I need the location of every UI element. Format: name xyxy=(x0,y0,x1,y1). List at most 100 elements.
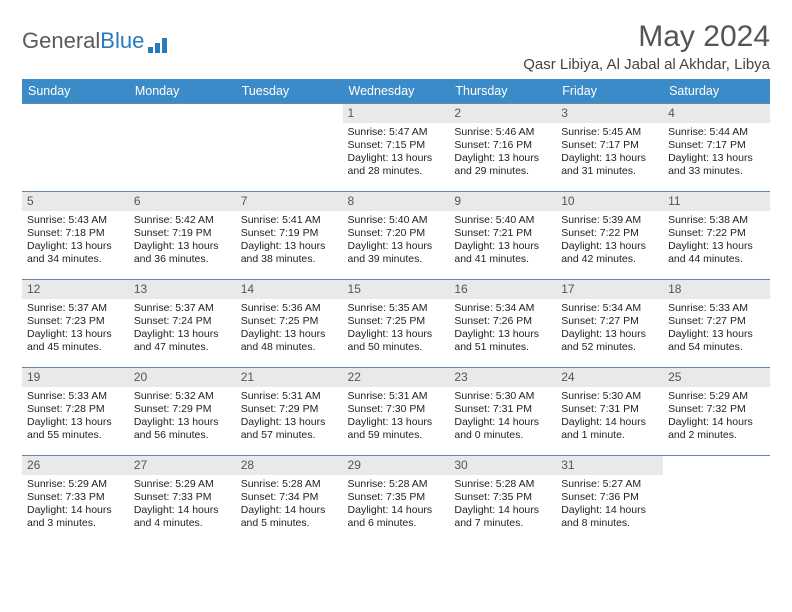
weekday-header: Tuesday xyxy=(236,79,343,104)
sunrise-line: Sunrise: 5:32 AM xyxy=(134,390,231,403)
weekday-header: Thursday xyxy=(449,79,556,104)
calendar-header: SundayMondayTuesdayWednesdayThursdayFrid… xyxy=(22,79,770,104)
day-number: 14 xyxy=(236,280,343,299)
calendar-day-empty: . xyxy=(22,104,129,192)
day-number: 6 xyxy=(129,192,236,211)
sunrise-line: Sunrise: 5:40 AM xyxy=(348,214,445,227)
weekday-header: Saturday xyxy=(663,79,770,104)
day-number: 27 xyxy=(129,456,236,475)
calendar-day: 1Sunrise: 5:47 AMSunset: 7:15 PMDaylight… xyxy=(343,104,450,192)
sunset-line: Sunset: 7:33 PM xyxy=(27,491,124,504)
calendar-table: SundayMondayTuesdayWednesdayThursdayFrid… xyxy=(22,79,770,544)
day-details: Sunrise: 5:29 AMSunset: 7:33 PMDaylight:… xyxy=(22,475,129,535)
sunset-line: Sunset: 7:33 PM xyxy=(134,491,231,504)
day-number: 18 xyxy=(663,280,770,299)
header-row: GeneralBlue May 2024 xyxy=(22,20,770,54)
calendar-day: 14Sunrise: 5:36 AMSunset: 7:25 PMDayligh… xyxy=(236,280,343,368)
day-details: Sunrise: 5:39 AMSunset: 7:22 PMDaylight:… xyxy=(556,211,663,271)
logo: GeneralBlue xyxy=(22,20,170,54)
day-number: 4 xyxy=(663,104,770,123)
daylight-line: Daylight: 13 hours and 51 minutes. xyxy=(454,328,551,354)
sunset-line: Sunset: 7:25 PM xyxy=(348,315,445,328)
day-details: Sunrise: 5:42 AMSunset: 7:19 PMDaylight:… xyxy=(129,211,236,271)
logo-text-2: Blue xyxy=(100,28,144,54)
daylight-line: Daylight: 13 hours and 48 minutes. xyxy=(241,328,338,354)
day-details: Sunrise: 5:47 AMSunset: 7:15 PMDaylight:… xyxy=(343,123,450,183)
sunrise-line: Sunrise: 5:29 AM xyxy=(668,390,765,403)
sunset-line: Sunset: 7:23 PM xyxy=(27,315,124,328)
day-number: 3 xyxy=(556,104,663,123)
logo-bars-icon xyxy=(148,33,170,49)
sunrise-line: Sunrise: 5:38 AM xyxy=(668,214,765,227)
day-details: Sunrise: 5:40 AMSunset: 7:20 PMDaylight:… xyxy=(343,211,450,271)
sunrise-line: Sunrise: 5:28 AM xyxy=(454,478,551,491)
day-details: Sunrise: 5:32 AMSunset: 7:29 PMDaylight:… xyxy=(129,387,236,447)
daylight-line: Daylight: 13 hours and 39 minutes. xyxy=(348,240,445,266)
calendar-day: 13Sunrise: 5:37 AMSunset: 7:24 PMDayligh… xyxy=(129,280,236,368)
day-details: Sunrise: 5:33 AMSunset: 7:27 PMDaylight:… xyxy=(663,299,770,359)
calendar-day: 18Sunrise: 5:33 AMSunset: 7:27 PMDayligh… xyxy=(663,280,770,368)
day-number: 11 xyxy=(663,192,770,211)
sunrise-line: Sunrise: 5:46 AM xyxy=(454,126,551,139)
daylight-line: Daylight: 13 hours and 45 minutes. xyxy=(27,328,124,354)
day-number: 17 xyxy=(556,280,663,299)
sunset-line: Sunset: 7:28 PM xyxy=(27,403,124,416)
calendar-day: 10Sunrise: 5:39 AMSunset: 7:22 PMDayligh… xyxy=(556,192,663,280)
calendar-row: 12Sunrise: 5:37 AMSunset: 7:23 PMDayligh… xyxy=(22,280,770,368)
sunrise-line: Sunrise: 5:28 AM xyxy=(241,478,338,491)
calendar-row: 5Sunrise: 5:43 AMSunset: 7:18 PMDaylight… xyxy=(22,192,770,280)
daylight-line: Daylight: 13 hours and 34 minutes. xyxy=(27,240,124,266)
sunset-line: Sunset: 7:19 PM xyxy=(134,227,231,240)
sunset-line: Sunset: 7:36 PM xyxy=(561,491,658,504)
sunrise-line: Sunrise: 5:47 AM xyxy=(348,126,445,139)
day-details: Sunrise: 5:28 AMSunset: 7:35 PMDaylight:… xyxy=(449,475,556,535)
day-details: Sunrise: 5:44 AMSunset: 7:17 PMDaylight:… xyxy=(663,123,770,183)
calendar-day: 21Sunrise: 5:31 AMSunset: 7:29 PMDayligh… xyxy=(236,368,343,456)
day-details: Sunrise: 5:34 AMSunset: 7:27 PMDaylight:… xyxy=(556,299,663,359)
calendar-day: 29Sunrise: 5:28 AMSunset: 7:35 PMDayligh… xyxy=(343,456,450,544)
sunrise-line: Sunrise: 5:29 AM xyxy=(27,478,124,491)
daylight-line: Daylight: 14 hours and 6 minutes. xyxy=(348,504,445,530)
day-details: Sunrise: 5:28 AMSunset: 7:34 PMDaylight:… xyxy=(236,475,343,535)
day-details: Sunrise: 5:34 AMSunset: 7:26 PMDaylight:… xyxy=(449,299,556,359)
sunset-line: Sunset: 7:25 PM xyxy=(241,315,338,328)
calendar-day: 16Sunrise: 5:34 AMSunset: 7:26 PMDayligh… xyxy=(449,280,556,368)
day-number: 30 xyxy=(449,456,556,475)
day-details: Sunrise: 5:46 AMSunset: 7:16 PMDaylight:… xyxy=(449,123,556,183)
sunset-line: Sunset: 7:34 PM xyxy=(241,491,338,504)
daylight-line: Daylight: 13 hours and 36 minutes. xyxy=(134,240,231,266)
sunrise-line: Sunrise: 5:37 AM xyxy=(134,302,231,315)
calendar-day: 23Sunrise: 5:30 AMSunset: 7:31 PMDayligh… xyxy=(449,368,556,456)
daylight-line: Daylight: 14 hours and 0 minutes. xyxy=(454,416,551,442)
day-number: 22 xyxy=(343,368,450,387)
daylight-line: Daylight: 13 hours and 41 minutes. xyxy=(454,240,551,266)
daylight-line: Daylight: 13 hours and 38 minutes. xyxy=(241,240,338,266)
day-number: 29 xyxy=(343,456,450,475)
sunrise-line: Sunrise: 5:30 AM xyxy=(454,390,551,403)
sunset-line: Sunset: 7:29 PM xyxy=(134,403,231,416)
sunset-line: Sunset: 7:35 PM xyxy=(348,491,445,504)
day-details: Sunrise: 5:29 AMSunset: 7:32 PMDaylight:… xyxy=(663,387,770,447)
sunset-line: Sunset: 7:19 PM xyxy=(241,227,338,240)
daylight-line: Daylight: 13 hours and 50 minutes. xyxy=(348,328,445,354)
calendar-day: 20Sunrise: 5:32 AMSunset: 7:29 PMDayligh… xyxy=(129,368,236,456)
sunset-line: Sunset: 7:17 PM xyxy=(561,139,658,152)
sunset-line: Sunset: 7:30 PM xyxy=(348,403,445,416)
daylight-line: Daylight: 13 hours and 56 minutes. xyxy=(134,416,231,442)
calendar-day: 19Sunrise: 5:33 AMSunset: 7:28 PMDayligh… xyxy=(22,368,129,456)
day-number: 7 xyxy=(236,192,343,211)
sunset-line: Sunset: 7:27 PM xyxy=(668,315,765,328)
day-number: 16 xyxy=(449,280,556,299)
sunrise-line: Sunrise: 5:31 AM xyxy=(241,390,338,403)
day-number: 28 xyxy=(236,456,343,475)
day-number: 1 xyxy=(343,104,450,123)
calendar-day-empty: . xyxy=(663,456,770,544)
calendar-day: 30Sunrise: 5:28 AMSunset: 7:35 PMDayligh… xyxy=(449,456,556,544)
day-number: 9 xyxy=(449,192,556,211)
calendar-day: 6Sunrise: 5:42 AMSunset: 7:19 PMDaylight… xyxy=(129,192,236,280)
calendar-body: ... 1Sunrise: 5:47 AMSunset: 7:15 PMDayli… xyxy=(22,104,770,544)
daylight-line: Daylight: 14 hours and 4 minutes. xyxy=(134,504,231,530)
daylight-line: Daylight: 13 hours and 33 minutes. xyxy=(668,152,765,178)
day-details: Sunrise: 5:37 AMSunset: 7:24 PMDaylight:… xyxy=(129,299,236,359)
calendar-day-empty: . xyxy=(129,104,236,192)
